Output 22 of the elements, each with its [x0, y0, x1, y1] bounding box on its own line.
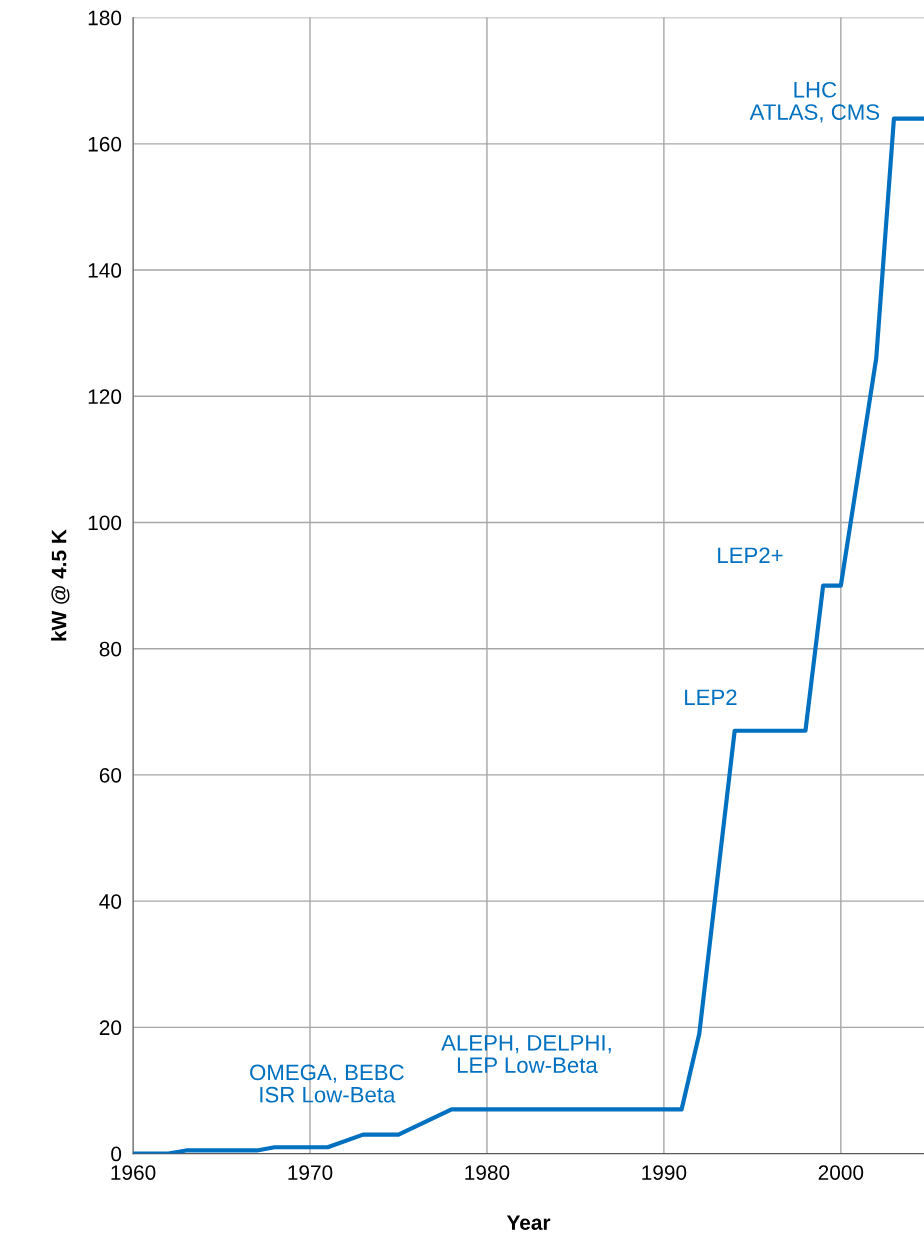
- x-tick-label: 1960: [111, 1165, 156, 1180]
- y-tick-label: 180: [88, 10, 122, 26]
- y-tick-label: 20: [99, 1020, 122, 1036]
- y-axis-title: kW @ 4.5 K: [51, 529, 70, 641]
- y-tick-label: 80: [99, 641, 122, 657]
- y-tick-label: 100: [88, 515, 122, 531]
- x-axis-title: Year: [506, 1215, 551, 1230]
- annotation: LEP2+: [718, 547, 783, 563]
- x-tick-label: 1990: [642, 1165, 687, 1180]
- y-tick-label: 0: [111, 1146, 122, 1162]
- annotation: LHC ATLAS, CMS: [749, 81, 880, 123]
- y-tick-label: 60: [99, 767, 122, 783]
- y-tick-label: 140: [88, 263, 122, 278]
- x-tick-label: 1980: [465, 1165, 510, 1180]
- y-tick-label: 160: [88, 136, 122, 152]
- x-tick-label: 2000: [818, 1165, 864, 1180]
- y-tick-label: 40: [99, 894, 122, 909]
- x-tick-label: 1970: [288, 1165, 333, 1180]
- annotation: LEP2: [685, 689, 737, 705]
- y-tick-label: 120: [88, 389, 122, 405]
- annotation: ALEPH, DELPHI, LEP Low-Beta: [441, 1035, 611, 1074]
- annotation: OMEGA, BEBC ISR Low-Beta: [250, 1064, 404, 1103]
